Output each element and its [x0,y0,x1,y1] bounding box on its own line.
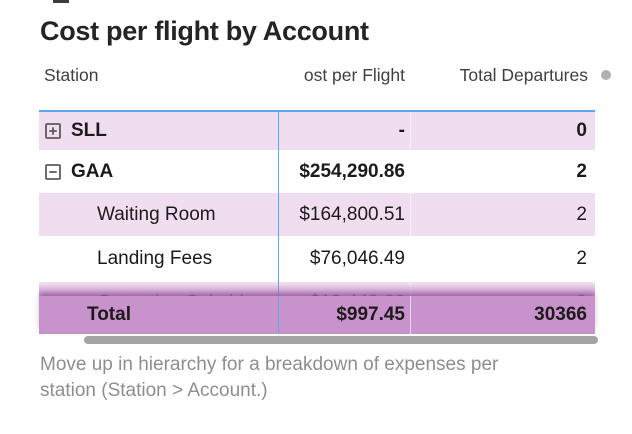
footer-note-line1: Move up in hierarchy for a breakdown of … [40,354,499,375]
column-header-total-departures[interactable]: Total Departures [459,64,588,85]
column-header-cost-per-flight[interactable]: ost per Flight [303,64,405,85]
expand-plus-icon[interactable] [45,123,61,139]
station-cell: Operating Subsidy [39,292,278,296]
table-row-waiting-room[interactable]: Waiting Room $164,800.51 2 [39,193,595,236]
footer-note: Move up in hierarchy for a breakdown of … [40,352,615,404]
horizontal-scrollbar[interactable] [84,336,598,344]
departures-cell: 2 [410,282,595,296]
departures-cell: 2 [410,193,595,236]
departures-cell: 0 [410,112,595,150]
cost-cell: $76,046.49 [278,236,410,282]
total-cost-cell: $997.45 [278,296,410,334]
total-departures-cell: 30366 [410,296,595,334]
table-header-row: Station ost per Flight Total Departures [39,58,611,92]
footer-note-line2: station (Station > Account.) [40,380,268,401]
table-row-sll[interactable]: SLL - 0 [39,112,595,150]
collapse-minus-icon[interactable] [45,163,61,180]
station-cell: Landing Fees [97,248,213,269]
cost-cell: $254,290.86 [278,150,410,193]
visual-title: Cost per flight by Account [40,16,369,46]
matrix-table: SLL - 0 GAA $254,290.86 2 Waiting Room $… [39,110,595,334]
station-cell: GAA [71,160,114,182]
header-indicator-dot [601,70,611,80]
station-cell: Waiting Room [97,203,216,225]
departures-cell: 2 [410,236,595,282]
table-row-gaa[interactable]: GAA $254,290.86 2 [39,150,595,193]
table-row-landing-fees[interactable]: Landing Fees $76,046.49 2 [39,236,595,282]
cropped-ui-artifact [53,0,69,3]
cost-cell: $164,800.51 [278,193,410,236]
total-label: Total [87,304,131,325]
departures-cell: 2 [410,150,595,193]
table-row-total[interactable]: Total $997.45 30366 [39,296,595,334]
cost-cell: $13,443.86 [278,282,410,296]
cost-cell: - [278,112,410,150]
column-header-station[interactable]: Station [44,64,99,85]
table-row-clipped[interactable]: Operating Subsidy $13,443.86 2 [39,282,595,296]
station-cell: SLL [71,120,107,141]
